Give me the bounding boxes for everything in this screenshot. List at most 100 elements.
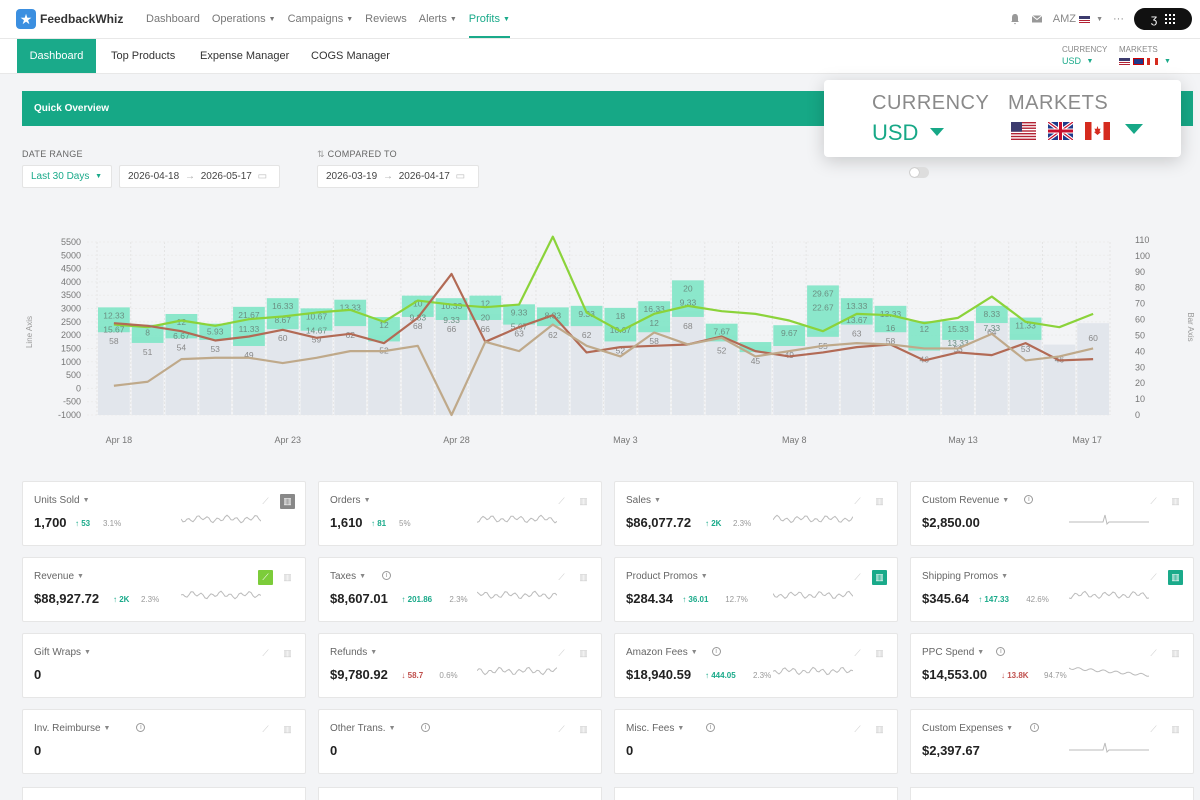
apps-launcher[interactable]: ʒ: [1134, 8, 1192, 30]
line-chart-toggle-icon[interactable]: ⟋: [558, 724, 565, 734]
line-chart-toggle-icon[interactable]: ⟋: [854, 496, 861, 506]
chevron-down-icon[interactable]: [930, 128, 944, 136]
uk-flag-icon[interactable]: [1048, 122, 1073, 140]
metric-title[interactable]: PPC Spend ▼: [922, 647, 984, 658]
bar-chart-toggle-icon[interactable]: ▥: [579, 496, 588, 506]
chevron-down-icon[interactable]: [1125, 124, 1143, 134]
info-icon[interactable]: i: [996, 647, 1006, 656]
line-chart-toggle-icon[interactable]: ⟋: [1150, 724, 1157, 734]
nav-item-dashboard[interactable]: Dashboard: [146, 13, 200, 25]
markets-mini[interactable]: MARKETS ▼: [1119, 45, 1171, 66]
bar-chart-toggle-icon[interactable]: ▥: [579, 572, 588, 582]
bar-chart-toggle-icon[interactable]: ▥: [283, 572, 292, 582]
metric-title[interactable]: Shipping Promos ▼: [922, 571, 1008, 582]
metric-title[interactable]: Sales ▼: [626, 495, 661, 506]
metric-card-gift-wraps[interactable]: Gift Wraps ▼ 0 ⟋ ▥: [22, 633, 306, 698]
tab-cogs-manager[interactable]: COGS Manager: [311, 50, 390, 62]
line-chart-toggle-icon[interactable]: ⟋: [258, 570, 273, 585]
line-chart-toggle-icon[interactable]: ⟋: [854, 648, 861, 658]
nav-item-profits[interactable]: Profits ▼: [468, 13, 511, 38]
bar-chart-toggle-icon[interactable]: ▥: [1171, 724, 1180, 734]
metric-card-orders[interactable]: Orders ▼ 1,610 ↑ 81 5% ⟋ ▥: [318, 481, 602, 546]
bar-chart-toggle-icon[interactable]: ▥: [1171, 496, 1180, 506]
nav-item-operations[interactable]: Operations ▼: [212, 13, 276, 25]
metric-card-units-sold[interactable]: Units Sold ▼ 1,700 ↑ 53 3.1% ⟋ ▥: [22, 481, 306, 546]
date-range-input[interactable]: 2026-04-18 → 2026-05-17 ▭: [119, 165, 280, 188]
compare-toggle[interactable]: [909, 167, 929, 178]
bar-chart-toggle-icon[interactable]: ▥: [283, 724, 292, 734]
metric-title[interactable]: Orders ▼: [330, 495, 371, 506]
metric-card-taxes[interactable]: Taxes ▼ i $8,607.01 ↑ 201.86 2.3% ⟋ ▥: [318, 557, 602, 622]
metric-title[interactable]: Gift Wraps ▼: [34, 647, 91, 658]
metric-card-product-promos[interactable]: Product Promos ▼ $284.34 ↑ 36.01 12.7% ⟋ ▥: [614, 557, 898, 622]
info-icon[interactable]: i: [1030, 723, 1039, 732]
bar-chart-toggle-icon[interactable]: ▥: [875, 724, 884, 734]
info-icon[interactable]: i: [711, 647, 721, 656]
tab-expense-manager[interactable]: Expense Manager: [200, 50, 290, 62]
metric-title[interactable]: Taxes ▼: [330, 571, 366, 582]
line-chart-toggle-icon[interactable]: ⟋: [854, 724, 861, 734]
bar-chart-toggle-icon[interactable]: ▥: [872, 570, 887, 585]
metric-card-inv-reimburse[interactable]: Inv. Reimburse ▼ i 0 ⟋ ▥: [22, 709, 306, 774]
metric-card-refunds[interactable]: Refunds ▼ $9,780.92 ↓ 58.7 0.6% ⟋ ▥: [318, 633, 602, 698]
nav-item-campaigns[interactable]: Campaigns ▼: [288, 13, 354, 25]
metric-card-other-trans[interactable]: Other Trans. ▼ i 0 ⟋ ▥: [318, 709, 602, 774]
info-icon[interactable]: i: [706, 723, 715, 732]
line-chart-toggle-icon[interactable]: ⟋: [1150, 572, 1157, 582]
line-chart-toggle-icon[interactable]: ⟋: [262, 648, 269, 658]
line-chart-toggle-icon[interactable]: ⟋: [558, 648, 565, 658]
popup-currency-value[interactable]: USD: [872, 120, 919, 145]
nav-item-reviews[interactable]: Reviews: [365, 13, 407, 25]
mail-icon[interactable]: [1031, 13, 1043, 25]
metric-card-custom-revenue[interactable]: Custom Revenue ▼ i $2,850.00 ⟋ ▥: [910, 481, 1194, 546]
bar-chart-toggle-icon[interactable]: ▥: [579, 724, 588, 734]
line-chart-toggle-icon[interactable]: ⟋: [1150, 648, 1157, 658]
ca-flag-icon[interactable]: [1085, 122, 1110, 140]
line-chart-toggle-icon[interactable]: ⟋: [1150, 496, 1157, 506]
metric-title[interactable]: Revenue ▼: [34, 571, 84, 582]
metric-title[interactable]: Misc. Fees ▼: [626, 723, 684, 734]
metric-card-misc-fees[interactable]: Misc. Fees ▼ i 0 ⟋ ▥: [614, 709, 898, 774]
info-icon[interactable]: i: [136, 723, 146, 732]
bell-icon[interactable]: [1009, 13, 1021, 25]
metric-title[interactable]: Custom Revenue ▼: [922, 495, 1009, 506]
brand-logo[interactable]: ★ FeedbackWhiz: [16, 9, 123, 29]
metric-card-shipping-promos[interactable]: Shipping Promos ▼ $345.64 ↑ 147.33 42.6% ⟋ ▥: [910, 557, 1194, 622]
metric-title[interactable]: Amazon Fees ▼: [626, 647, 698, 658]
metric-card-sales[interactable]: Sales ▼ $86,077.72 ↑ 2K 2.3% ⟋ ▥: [614, 481, 898, 546]
nav-item-alerts[interactable]: Alerts ▼: [419, 13, 457, 25]
metric-title[interactable]: Custom Expenses ▼: [922, 723, 1013, 734]
tab-top-products[interactable]: Top Products: [111, 50, 176, 62]
currency-mini[interactable]: CURRENCY USD ▼: [1062, 45, 1107, 66]
line-chart-toggle-icon[interactable]: ⟋: [558, 496, 565, 506]
metric-card-amazon-fees[interactable]: Amazon Fees ▼ i $18,940.59 ↑ 444.05 2.3% ⟋ ▥: [614, 633, 898, 698]
metric-title[interactable]: Units Sold ▼: [34, 495, 90, 506]
bar-chart-toggle-icon[interactable]: ▥: [875, 648, 884, 658]
metric-title[interactable]: Inv. Reimburse ▼: [34, 723, 110, 734]
bar-chart-toggle-icon[interactable]: ▥: [280, 494, 295, 509]
metric-card-revenue[interactable]: Revenue ▼ $88,927.72 ↑ 2K 2.3% ⟋ ▥: [22, 557, 306, 622]
bar-chart-toggle-icon[interactable]: ▥: [579, 648, 588, 658]
bar-chart-toggle-icon[interactable]: ▥: [875, 496, 884, 506]
metric-card-custom-expenses[interactable]: Custom Expenses ▼ i $2,397.67 ⟋ ▥: [910, 709, 1194, 774]
bar-chart-toggle-icon[interactable]: ▥: [1168, 570, 1183, 585]
compare-range-input[interactable]: 2026-03-19 → 2026-04-17 ▭: [317, 165, 479, 188]
line-chart-toggle-icon[interactable]: ⟋: [558, 572, 565, 582]
line-chart-toggle-icon[interactable]: ⟋: [262, 724, 269, 734]
us-flag-icon[interactable]: [1011, 122, 1036, 140]
metric-title[interactable]: Refunds ▼: [330, 647, 377, 658]
more-menu[interactable]: ···: [1113, 13, 1124, 25]
bar-chart-toggle-icon[interactable]: ▥: [283, 648, 292, 658]
metric-title[interactable]: Other Trans. ▼: [330, 723, 396, 734]
line-chart-toggle-icon[interactable]: ⟋: [262, 496, 269, 506]
date-preset-select[interactable]: Last 30 Days ▼: [22, 165, 112, 188]
marketplace-selector[interactable]: AMZ ▼: [1053, 13, 1103, 25]
info-icon[interactable]: i: [1024, 495, 1034, 504]
metric-card-ppc-spend[interactable]: PPC Spend ▼ i $14,553.00 ↓ 13.8K 94.7% ⟋ ▥: [910, 633, 1194, 698]
line-chart-toggle-icon[interactable]: ⟋: [854, 572, 861, 582]
tab-dashboard[interactable]: Dashboard: [17, 39, 96, 73]
bar-chart-toggle-icon[interactable]: ▥: [1171, 648, 1180, 658]
info-icon[interactable]: i: [382, 571, 391, 580]
metric-title[interactable]: Product Promos ▼: [626, 571, 708, 582]
info-icon[interactable]: i: [421, 723, 431, 732]
